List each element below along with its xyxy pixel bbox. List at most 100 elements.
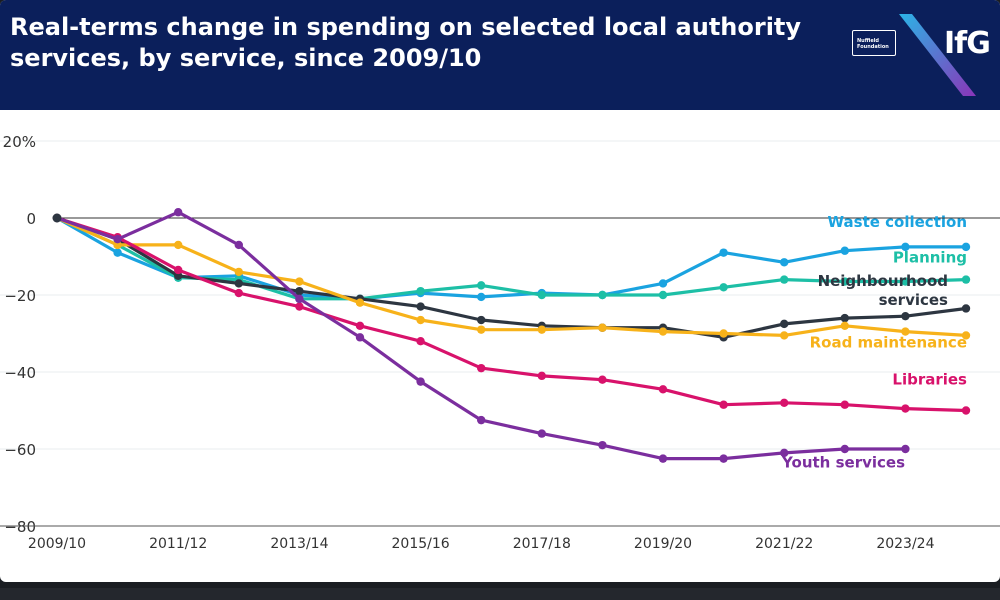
data-point [113,248,122,257]
x-tick-label: 2019/20 [634,536,692,552]
data-point [477,363,486,373]
nuffield-logo-text: Nuffield Foundation [857,38,889,50]
data-point [174,271,183,280]
data-point [901,327,910,336]
data-point [961,304,971,313]
data-point [477,325,486,334]
series-line-waste-collection [56,216,966,301]
chart-card: Real-terms change in spending on selecte… [0,0,1000,582]
data-point [719,400,728,409]
data-point [416,377,425,386]
series-label: Road maintenance [810,333,967,351]
data-point [658,454,668,463]
data-point [719,248,728,257]
data-point [961,275,971,284]
data-point [295,286,304,296]
data-point [658,327,668,336]
data-point [477,315,486,325]
data-point [295,277,304,286]
data-point [901,242,910,252]
series-label: services [879,291,948,309]
data-point [174,265,183,275]
x-tick-label: 2015/16 [392,536,450,552]
data-point [416,302,425,311]
data-point [901,277,910,286]
data-point [961,242,971,252]
data-point [537,371,546,381]
data-point [234,288,243,298]
y-tick-label: −80 [4,518,36,536]
x-tick-label: 2009/10 [28,536,86,552]
data-point [780,319,789,329]
data-point [840,444,849,454]
data-point [174,208,183,217]
data-point [355,321,365,330]
data-point [719,329,728,338]
y-tick-label: −20 [4,287,36,305]
data-point [901,311,910,321]
data-point [780,398,789,407]
data-point [780,448,789,458]
y-tick-label: 20% [3,133,36,151]
data-point [113,234,122,244]
data-point [780,331,789,340]
data-point [840,277,849,286]
data-point [295,302,304,311]
series-label: Libraries [892,370,967,388]
x-tick-label: 2011/12 [149,536,207,552]
data-point [658,279,668,288]
data-point [537,429,546,438]
data-point [840,246,849,255]
ifg-logo: IfG [944,26,991,61]
y-tick-label: 0 [26,210,36,228]
data-point [598,440,607,450]
series-line-libraries [56,216,967,413]
data-point [355,333,365,342]
series-label: Neighbourhood [818,272,948,290]
data-point [961,331,971,340]
data-point [113,240,122,250]
data-point [658,290,668,300]
chart-title: Real-terms change in spending on selecte… [10,13,802,72]
data-point [477,281,486,290]
data-point [416,315,425,325]
data-point [840,313,849,323]
data-point [598,375,607,384]
series-line-neighbourhood-services [56,216,967,339]
data-point [295,294,304,304]
origin-point [52,213,62,223]
y-tick-label: −40 [4,364,36,382]
data-point [901,404,910,413]
data-point [780,275,789,284]
x-tick-label: 2023/24 [876,536,934,552]
data-point [961,406,971,415]
x-tick-label: 2013/14 [270,536,328,552]
ifg-logo-stripe-icon [899,14,976,96]
data-point [355,298,365,307]
data-point [234,279,243,288]
data-point [537,290,546,300]
data-point [901,444,910,454]
data-point [416,337,425,346]
bottom-strip [0,588,1000,600]
data-point [477,292,486,302]
data-point [840,400,849,409]
x-tick-label: 2021/22 [755,536,813,552]
data-point [477,415,486,425]
data-point [719,283,728,292]
data-point [719,454,728,463]
series-label: Waste collection [828,213,967,231]
chart-header: Real-terms change in spending on selecte… [0,0,1000,110]
y-tick-label: −60 [4,441,36,459]
series-line-road-maintenance [56,216,967,337]
series-label: Youth services [781,453,905,471]
data-point [416,286,425,296]
data-point [840,321,849,330]
series-label: Planning [893,249,967,267]
data-point [780,258,789,267]
data-point [537,325,546,334]
data-point [174,240,183,250]
x-tick-label: 2017/18 [513,536,571,552]
nuffield-foundation-logo: Nuffield Foundation [852,30,896,56]
